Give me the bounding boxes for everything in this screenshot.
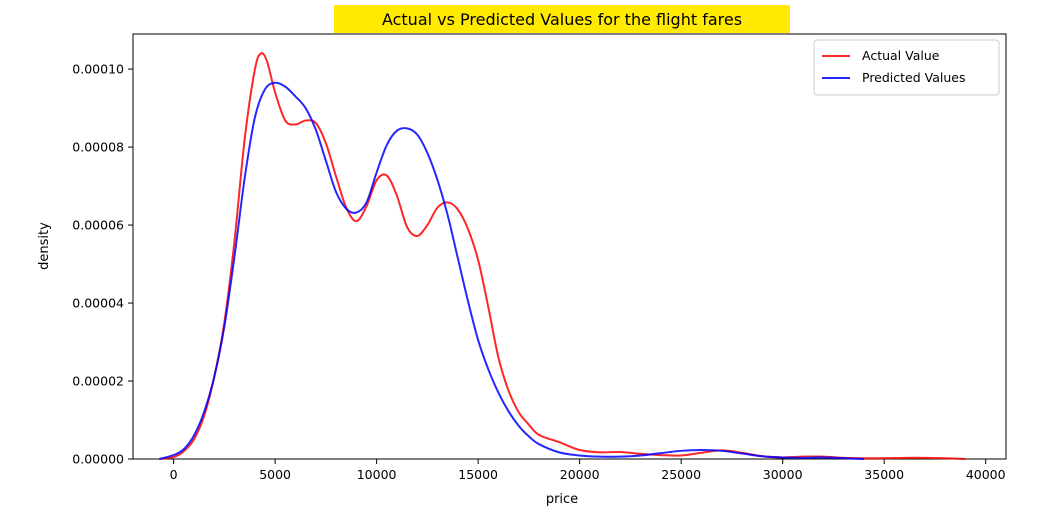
x-tick-label: 30000 xyxy=(763,467,803,482)
y-axis-ticks: 0.00000 0.00002 0.00004 0.00006 0.00008 0.000… xyxy=(72,62,133,467)
y-axis-label: density xyxy=(37,222,52,270)
x-tick-label: 5000 xyxy=(259,467,291,482)
x-axis-label: price xyxy=(546,492,578,507)
x-tick-label: 0 xyxy=(170,467,178,482)
y-tick-label: 0.00006 xyxy=(72,218,124,233)
legend: Actual Value Predicted Values xyxy=(813,39,1000,96)
legend-box xyxy=(813,39,1000,96)
y-tick-label: 0.00002 xyxy=(72,374,124,389)
x-axis-ticks: 0 5000 10000 15000 20000 25000 30000 35000 40000 xyxy=(170,459,1006,482)
x-tick-label: 10000 xyxy=(357,467,397,482)
legend-label-actual: Actual Value xyxy=(862,48,940,63)
x-tick-label: 20000 xyxy=(560,467,600,482)
y-tick-label: 0.00004 xyxy=(72,296,124,311)
series-lines xyxy=(159,52,966,460)
series-line-predicted xyxy=(159,81,864,460)
chart-title-background xyxy=(334,5,790,33)
x-tick-label: 15000 xyxy=(458,467,498,482)
x-tick-label: 35000 xyxy=(864,467,904,482)
chart-title: Actual vs Predicted Values for the fligh… xyxy=(382,10,742,29)
plot-area xyxy=(132,33,1007,460)
y-tick-label: 0.00008 xyxy=(72,140,124,155)
series-line-actual xyxy=(159,52,966,460)
x-tick-label: 25000 xyxy=(661,467,701,482)
x-tick-label: 40000 xyxy=(966,467,1006,482)
legend-label-predicted: Predicted Values xyxy=(862,70,966,85)
y-tick-label: 0.00000 xyxy=(72,452,124,467)
y-tick-label: 0.00010 xyxy=(72,62,124,77)
